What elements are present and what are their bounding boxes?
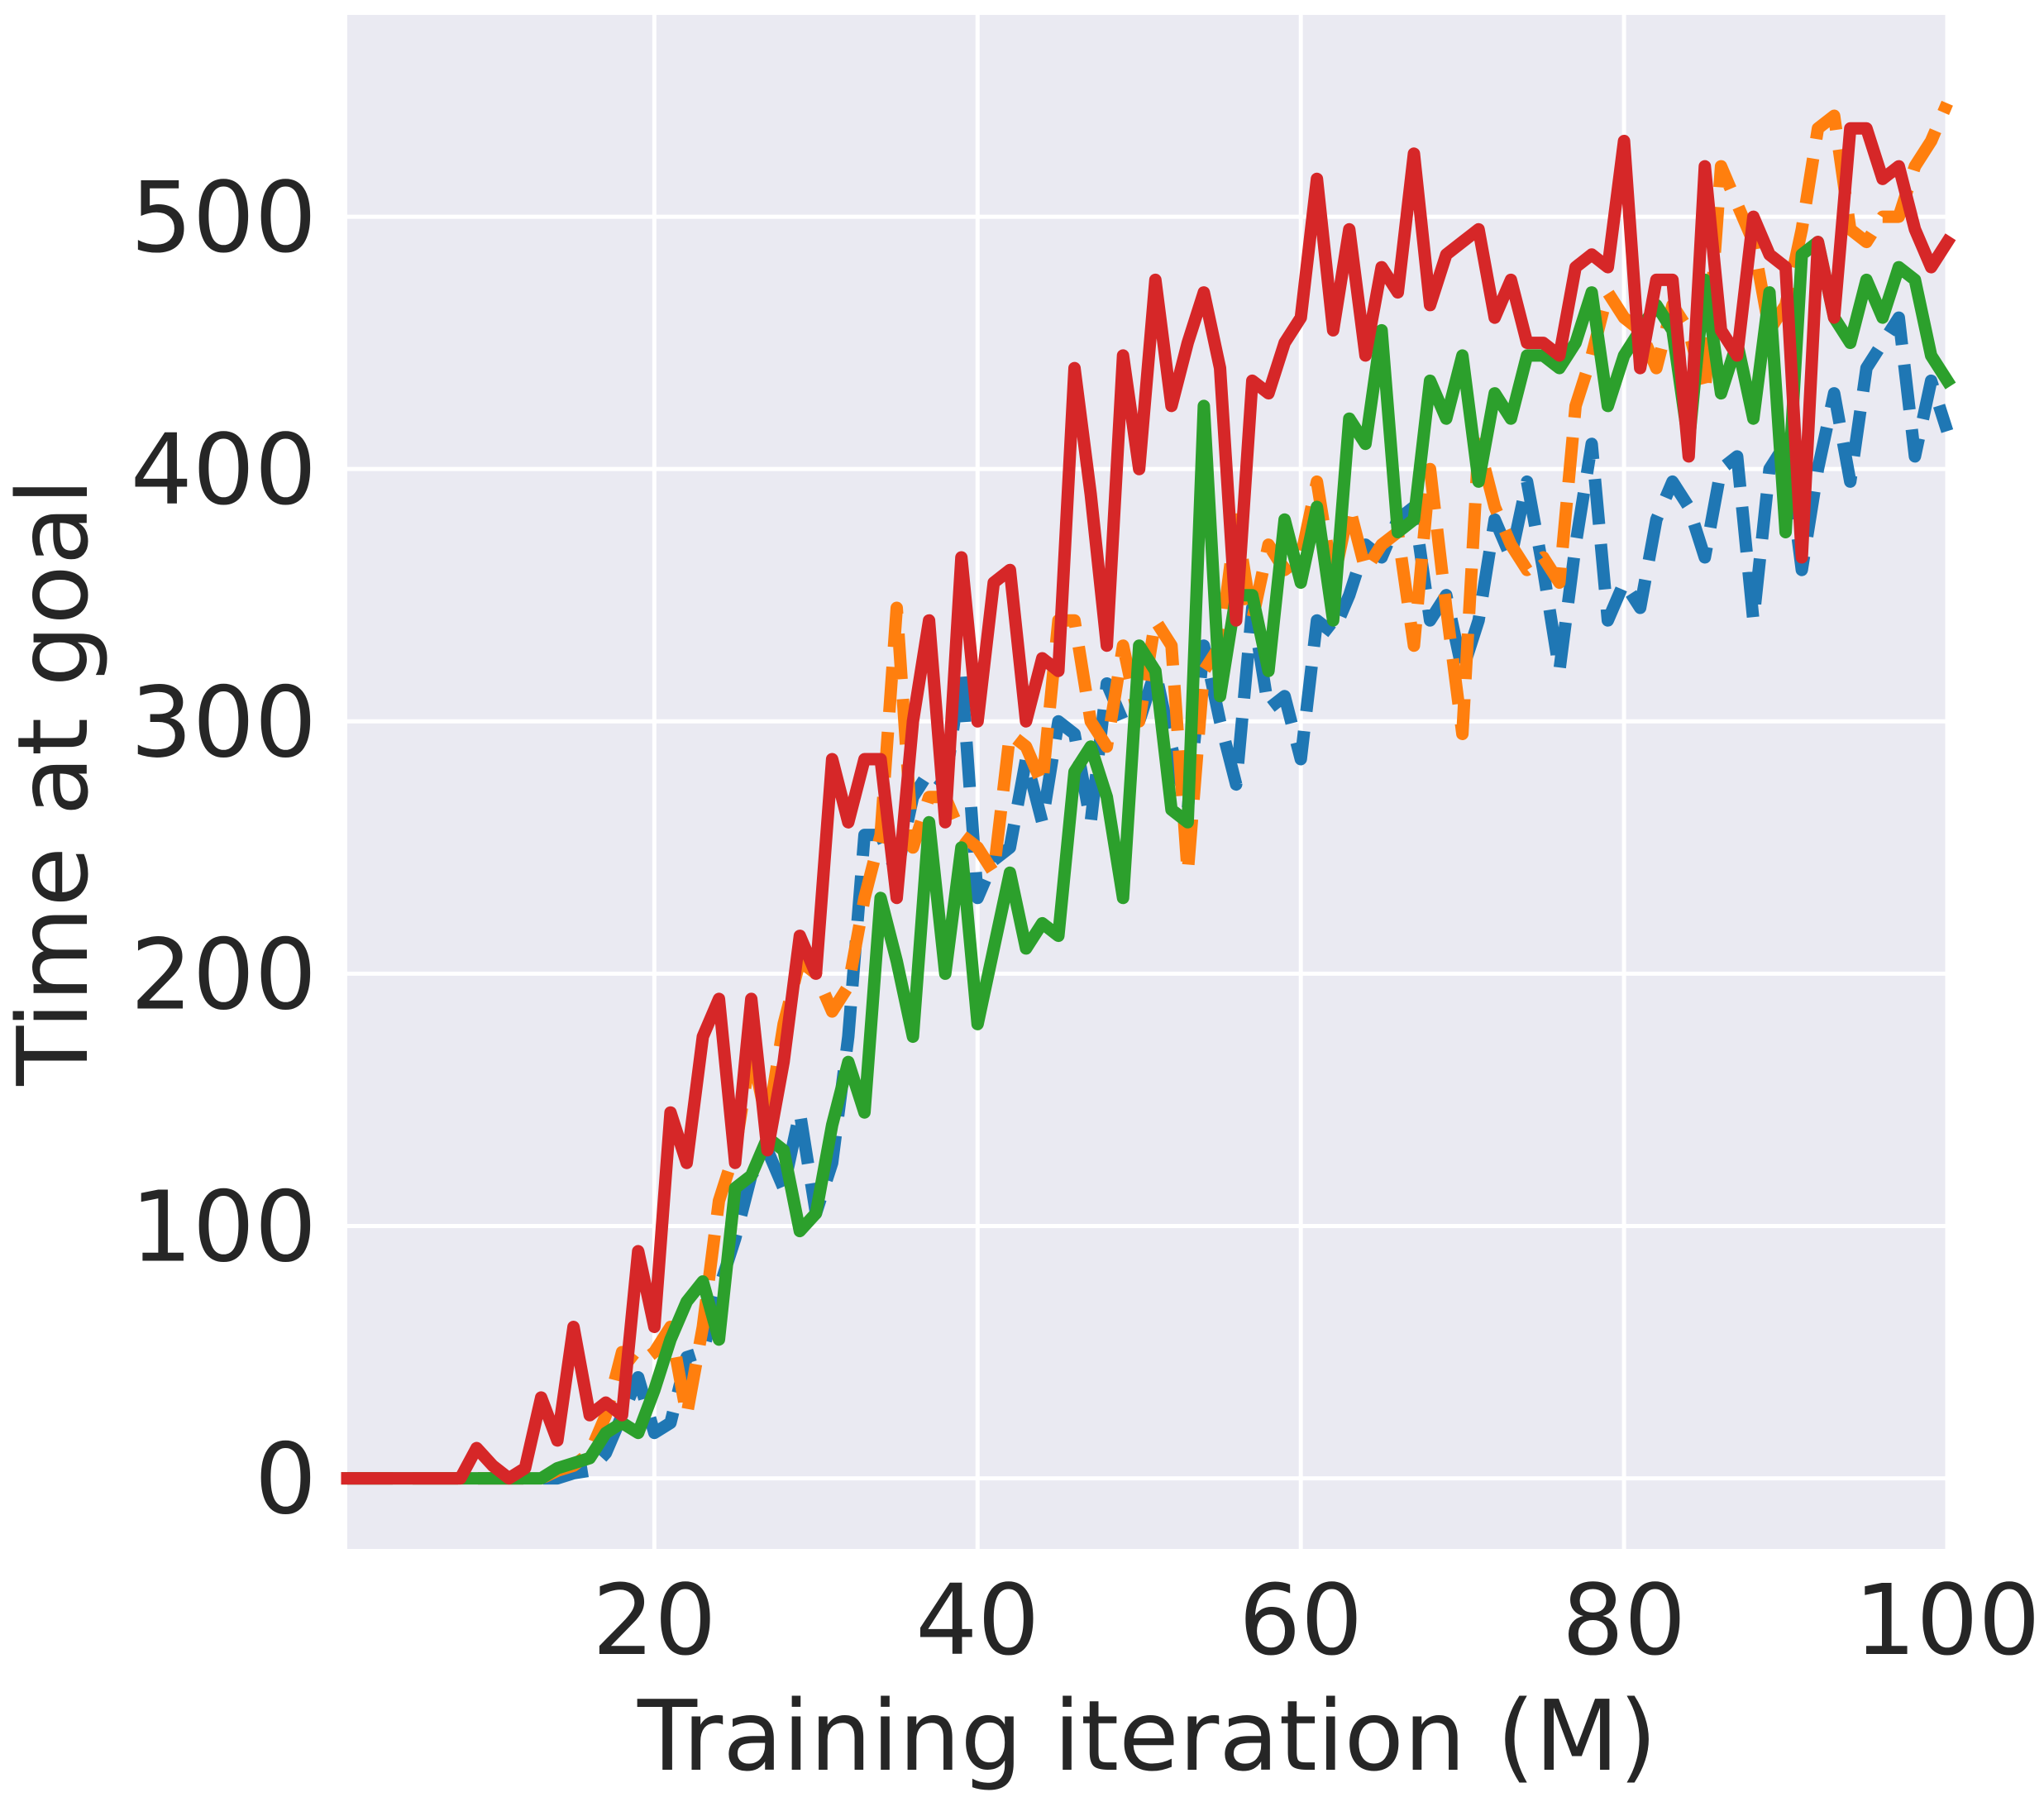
x-tick-label: 100	[1854, 1563, 2040, 1677]
x-tick-label: 40	[915, 1563, 1039, 1677]
tick-labels: 20 40 60 80 100 0 100 200 300 400 500	[131, 160, 2041, 1677]
x-axis-label: Training iteration (M)	[637, 1679, 1657, 1793]
y-tick-label: 200	[131, 917, 317, 1031]
series-line-4	[341, 122, 1956, 1485]
plot-background	[347, 15, 1947, 1549]
y-axis-label: Time at goal	[0, 478, 110, 1087]
x-tick-label: 80	[1562, 1563, 1686, 1677]
x-tick-label: 60	[1239, 1563, 1363, 1677]
y-tick-label: 500	[131, 160, 317, 275]
y-tick-label: 300	[131, 665, 317, 779]
y-tick-label: 100	[131, 1169, 317, 1283]
y-tick-label: 400	[131, 413, 317, 527]
series-lines	[341, 100, 1956, 1485]
x-tick-label: 20	[592, 1563, 716, 1677]
y-tick-label: 0	[255, 1422, 317, 1537]
